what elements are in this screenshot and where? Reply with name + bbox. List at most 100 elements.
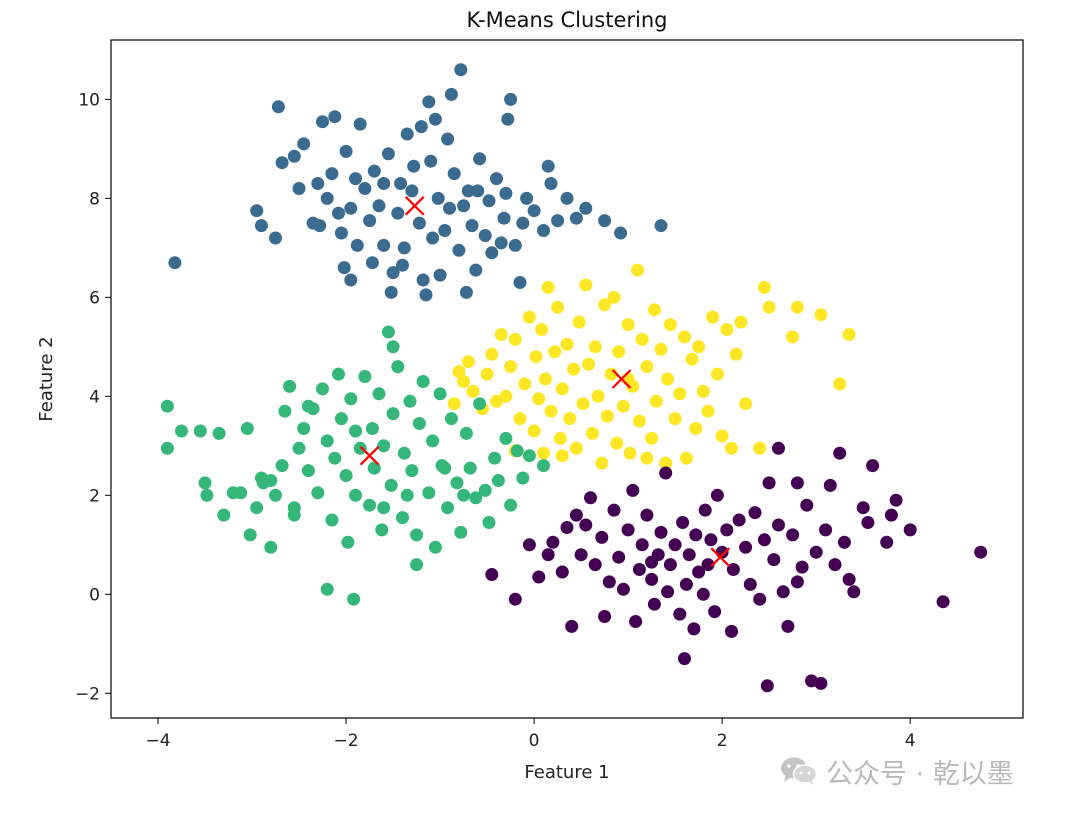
data-point <box>522 538 536 552</box>
data-point <box>725 441 738 455</box>
data-point <box>400 127 414 141</box>
data-point <box>569 211 583 225</box>
data-point <box>469 263 483 277</box>
data-point <box>706 310 720 324</box>
data-point <box>297 137 311 151</box>
data-point <box>438 224 452 237</box>
watermark: 公众号 · 乾以墨 <box>780 752 1014 790</box>
data-point <box>786 528 800 542</box>
data-point <box>710 367 724 381</box>
data-point <box>193 424 207 438</box>
data-point <box>518 377 532 391</box>
data-point <box>200 488 214 502</box>
data-point <box>710 488 724 502</box>
data-point <box>358 370 372 383</box>
data-point <box>607 290 621 304</box>
data-point <box>377 238 391 252</box>
data-point <box>704 533 718 547</box>
data-point <box>600 409 614 423</box>
data-point <box>544 404 558 418</box>
data-point <box>708 605 722 619</box>
data-point <box>513 412 527 426</box>
data-point <box>861 516 875 529</box>
x-axis-ticks: −4 −2 0 2 4 <box>145 718 916 751</box>
data-point <box>438 461 452 475</box>
data-point <box>555 565 569 579</box>
data-point <box>465 219 479 233</box>
data-point <box>377 439 391 453</box>
data-point <box>790 575 804 589</box>
data-point <box>551 214 565 228</box>
centroid-marker <box>710 547 731 567</box>
data-point <box>757 280 771 294</box>
data-point <box>325 513 339 527</box>
data-point <box>833 446 847 460</box>
centroid-marker <box>611 369 632 389</box>
data-point <box>776 585 790 599</box>
data-point <box>444 412 458 426</box>
data-point <box>461 184 475 198</box>
chart-title: K-Means Clustering <box>467 8 668 32</box>
data-point <box>522 310 536 324</box>
data-point <box>569 441 583 455</box>
data-point <box>301 464 315 478</box>
data-point <box>358 182 372 195</box>
data-point <box>538 372 552 386</box>
data-point <box>444 87 458 101</box>
data-point <box>386 266 400 280</box>
data-point <box>828 558 842 572</box>
watermark-text: 公众号 · 乾以墨 <box>826 758 1014 790</box>
data-point <box>287 149 301 163</box>
data-point <box>612 550 626 564</box>
data-point <box>546 535 560 549</box>
data-point <box>513 276 527 289</box>
data-point <box>463 461 477 475</box>
data-point <box>441 132 455 146</box>
data-point <box>212 426 226 440</box>
data-point <box>457 199 471 213</box>
data-point <box>527 204 541 218</box>
data-point <box>349 488 362 502</box>
data-point <box>403 394 417 408</box>
data-point <box>767 553 781 567</box>
data-point <box>809 545 823 559</box>
data-point <box>720 323 734 336</box>
data-point <box>441 501 455 515</box>
data-point <box>419 288 433 302</box>
data-point <box>485 246 499 260</box>
data-point <box>254 219 268 233</box>
data-point <box>621 318 635 332</box>
data-point <box>598 214 612 228</box>
data-point <box>635 538 649 552</box>
data-point <box>337 261 351 275</box>
data-point <box>386 340 400 354</box>
data-point <box>504 92 518 106</box>
data-point <box>541 548 555 562</box>
data-point <box>616 399 630 413</box>
data-point <box>739 397 753 411</box>
data-point <box>814 308 828 322</box>
data-point <box>595 456 609 470</box>
data-point <box>607 503 621 517</box>
data-point <box>602 575 616 589</box>
data-point <box>647 597 661 611</box>
data-point <box>720 523 734 537</box>
data-point <box>275 459 289 473</box>
data-point <box>250 204 264 218</box>
data-point <box>461 355 475 369</box>
data-point <box>544 177 558 190</box>
data-point <box>692 340 706 354</box>
data-point <box>339 469 353 482</box>
data-point <box>567 362 581 376</box>
data-point <box>485 347 499 361</box>
data-point <box>334 412 348 426</box>
data-point <box>823 478 837 492</box>
data-point <box>579 518 593 532</box>
data-point <box>375 523 389 537</box>
data-point <box>480 367 494 381</box>
data-point <box>551 300 565 314</box>
data-point <box>626 483 640 497</box>
data-point <box>588 340 602 354</box>
data-point <box>654 342 668 356</box>
data-point <box>447 397 461 411</box>
